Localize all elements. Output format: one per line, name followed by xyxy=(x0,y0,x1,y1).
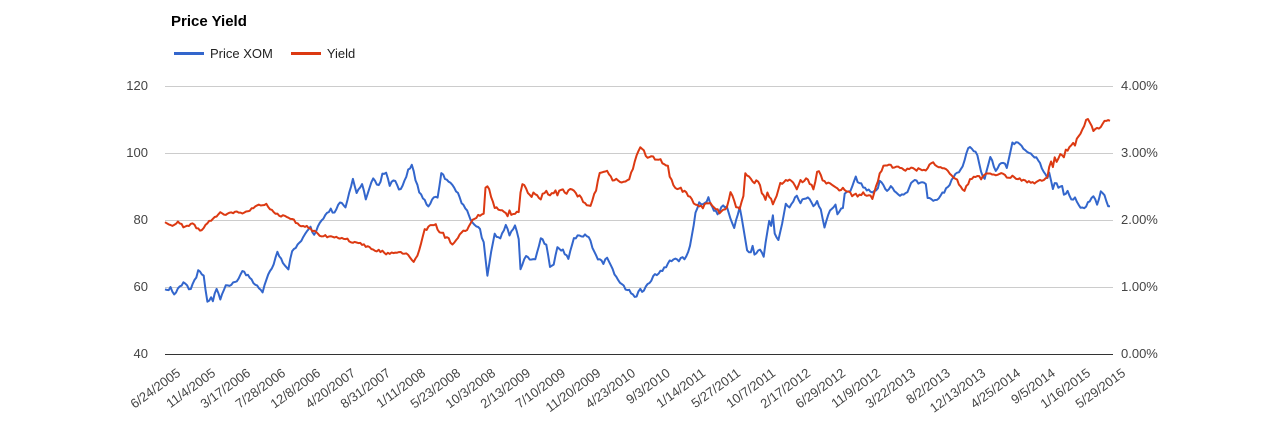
y-axis-label-left: 80 xyxy=(133,212,148,227)
y-axis-label-right: 0.00% xyxy=(1121,346,1158,361)
legend-item-yield: Yield xyxy=(290,46,356,61)
legend: Price XOM Yield xyxy=(174,46,373,61)
y-axis-label-right: 1.00% xyxy=(1121,279,1158,294)
y-axis-label-left: 40 xyxy=(133,346,148,361)
price-xom-line[interactable] xyxy=(164,141,1111,303)
y-axis-label-right: 3.00% xyxy=(1121,145,1158,160)
legend-label-yield: Yield xyxy=(326,46,356,61)
legend-swatch-yield-icon xyxy=(290,52,321,55)
y-axis-label-right: 2.00% xyxy=(1121,212,1158,227)
y-axis-label-left: 60 xyxy=(133,279,148,294)
legend-swatch-price-xom-icon xyxy=(174,52,204,55)
y-axis-label-right: 4.00% xyxy=(1121,78,1158,93)
legend-item-price-xom: Price XOM xyxy=(174,46,273,61)
y-axis-label-left: 100 xyxy=(126,145,148,160)
chart-title: Price Yield xyxy=(171,13,247,30)
yield-line[interactable] xyxy=(164,118,1111,263)
y-axis-label-left: 120 xyxy=(126,78,148,93)
legend-label-price-xom: Price XOM xyxy=(210,46,273,61)
